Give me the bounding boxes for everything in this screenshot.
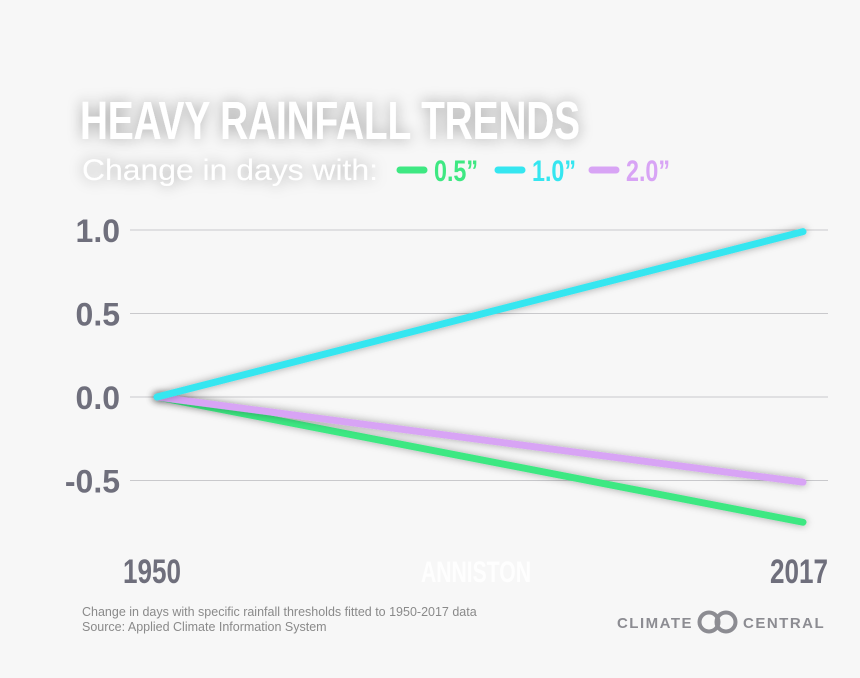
brand-left: CLIMATE — [617, 615, 693, 632]
brand-right: CENTRAL — [743, 615, 825, 632]
linked-circles-logo-icon — [697, 610, 738, 634]
climate-central-brand: CLIMATE CENTRAL — [617, 610, 825, 634]
series-line — [153, 393, 807, 526]
chart-title: HEAVY RAINFALL TRENDS — [80, 91, 580, 151]
legend-item: 0.5” — [396, 155, 478, 188]
gridlines — [130, 229, 828, 481]
legend-label: 2.0” — [626, 155, 670, 188]
y-tick-labels: 1.0 0.5 0.0 -0.5 — [65, 213, 120, 500]
y-tick-label: -0.5 — [65, 464, 120, 500]
footnote-line-1: Change in days with specific rainfall th… — [82, 605, 477, 619]
location-label: ANNISTON — [421, 556, 531, 589]
y-tick-label: 1.0 — [76, 213, 120, 249]
series-line — [153, 228, 807, 401]
x-tick-labels: 1950 2017 — [123, 553, 828, 591]
y-tick-label: 0.5 — [76, 297, 120, 333]
legend-label: 0.5” — [434, 155, 478, 188]
x-tick-label: 1950 — [123, 553, 181, 591]
chart-subtitle: Change in days with: — [82, 154, 378, 187]
y-tick-label: 0.0 — [76, 380, 120, 416]
legend: 0.5” 1.0” 2.0” — [396, 155, 670, 188]
series-lines — [153, 228, 807, 526]
legend-item: 1.0” — [494, 155, 576, 188]
legend-item: 2.0” — [588, 155, 670, 188]
legend-label: 1.0” — [532, 155, 576, 188]
x-tick-label: 2017 — [770, 553, 828, 591]
footnote-line-2: Source: Applied Climate Information Syst… — [82, 620, 327, 634]
series-line — [153, 393, 807, 486]
